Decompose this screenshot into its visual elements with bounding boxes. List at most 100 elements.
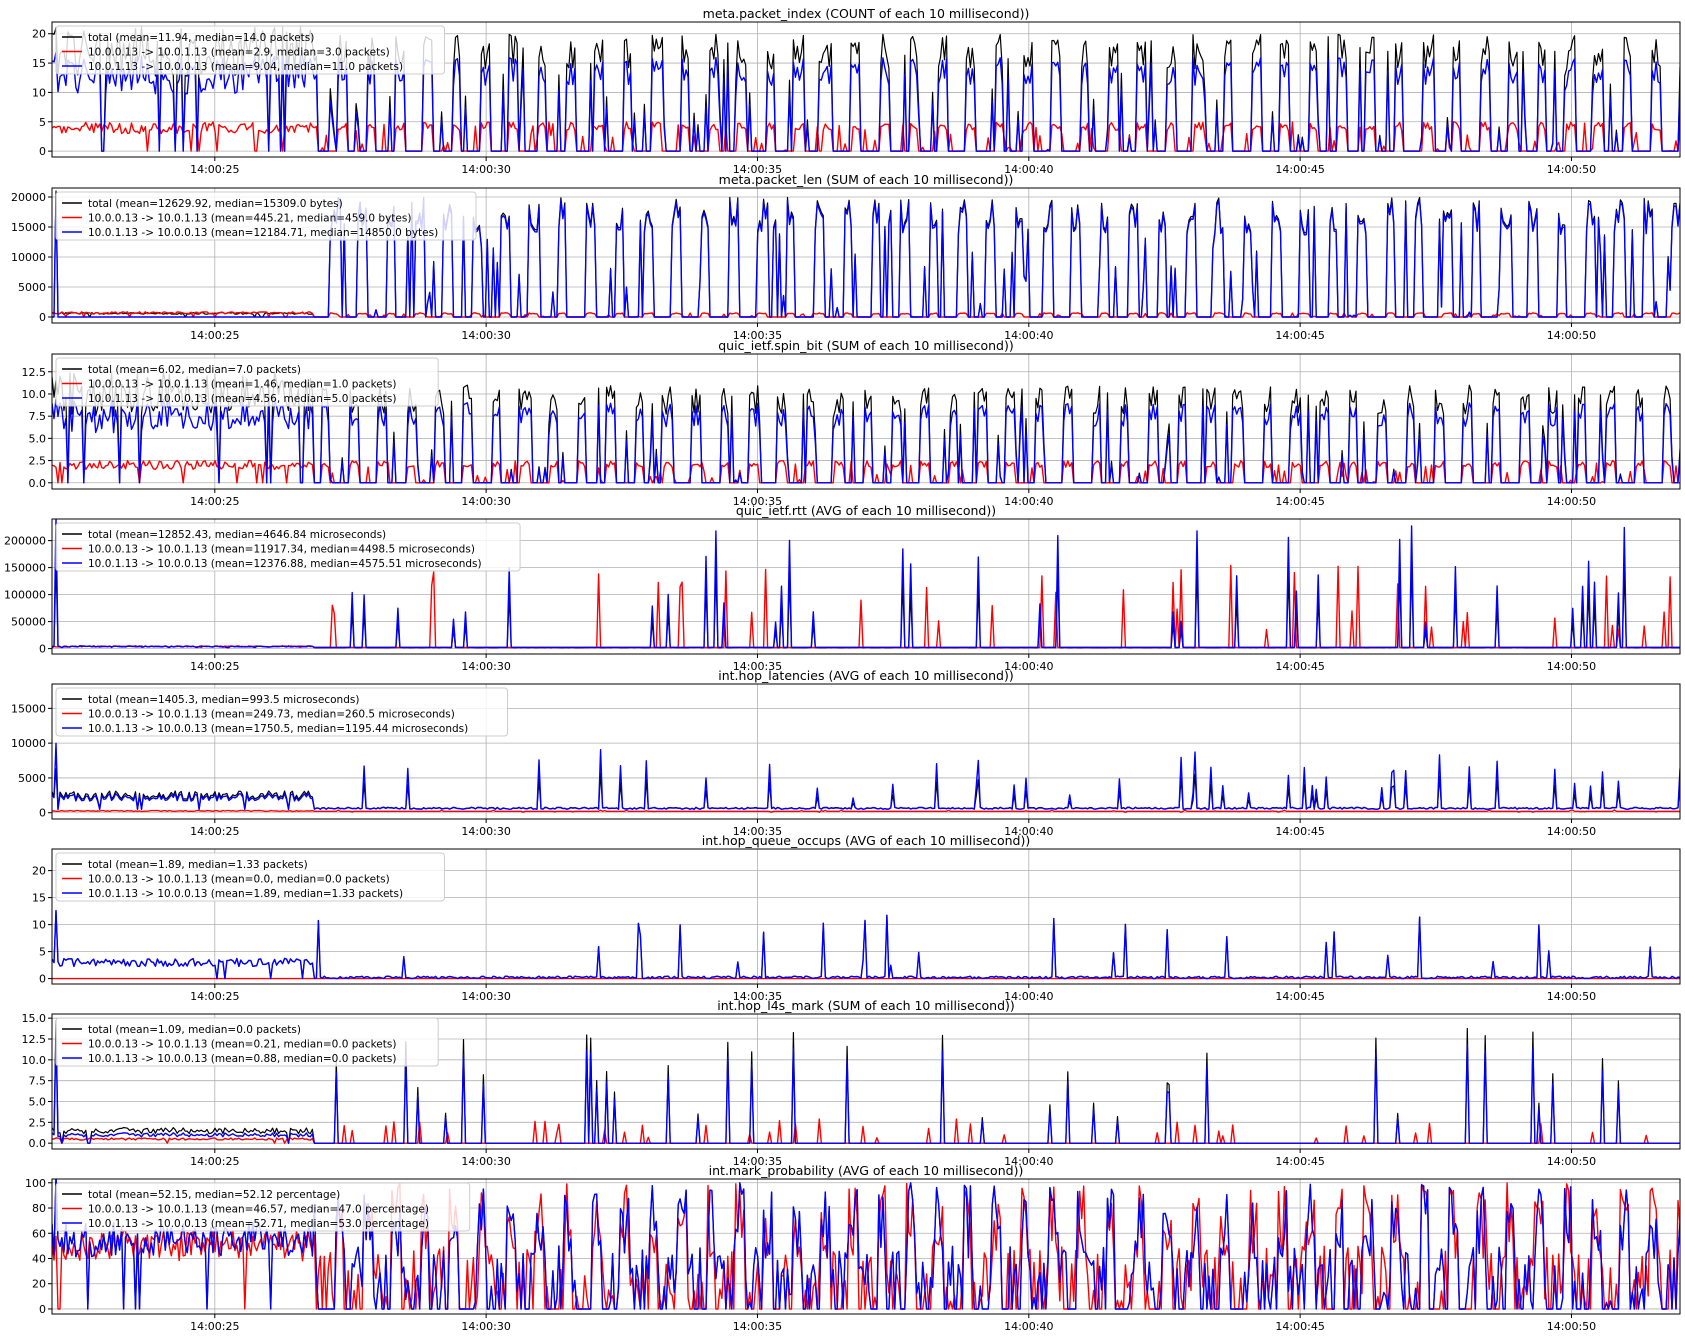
x-tick-label: 14:00:30 — [461, 329, 510, 342]
axes-frame — [51, 21, 1681, 158]
x-tick-label: 14:00:30 — [461, 1155, 510, 1168]
y-tick-label: 15 — [32, 892, 46, 905]
y-tick-label: 2.5 — [29, 455, 47, 468]
x-tick-label: 14:00:50 — [1547, 329, 1596, 342]
y-tick-label: 12.5 — [22, 366, 47, 379]
series-line-2 — [52, 398, 1680, 484]
legend-entry: 10.0.1.13 -> 10.0.0.13 (mean=12184.71, m… — [88, 227, 438, 239]
y-tick-label: 7.5 — [29, 410, 47, 423]
x-tick-label: 14:00:30 — [461, 163, 510, 176]
x-tick-label: 14:00:35 — [733, 1155, 782, 1168]
y-tick-label: 0 — [39, 973, 46, 986]
y-tick-label: 2.5 — [29, 1116, 47, 1129]
chart-panel-7: int.mark_probability (AVG of each 10 mil… — [25, 1163, 1681, 1333]
x-tick-label: 14:00:40 — [1004, 825, 1053, 838]
y-tick-label: 50000 — [11, 616, 46, 629]
x-tick-label: 14:00:40 — [1004, 1320, 1053, 1333]
legend-entry: 10.0.1.13 -> 10.0.0.13 (mean=1.89, media… — [88, 888, 403, 900]
legend: total (mean=12852.43, median=4646.84 mic… — [55, 522, 521, 572]
legend: total (mean=1.09, median=0.0 packets) 10.… — [55, 1017, 439, 1067]
y-tick-label: 15000 — [11, 221, 46, 234]
legend: total (mean=11.94, median=14.0 packets) 1… — [55, 25, 445, 75]
legend: total (mean=12629.92, median=15309.0 byt… — [55, 191, 477, 241]
x-tick-label: 14:00:30 — [461, 990, 510, 1003]
x-tick-label: 14:00:25 — [190, 495, 239, 508]
chart-title: int.hop_queue_occups (AVG of each 10 mil… — [702, 833, 1030, 848]
x-tick-label: 14:00:50 — [1547, 825, 1596, 838]
y-tick-label: 15 — [32, 57, 46, 70]
legend-entry: 10.0.1.13 -> 10.0.0.13 (mean=1750.5, med… — [88, 723, 468, 735]
chart-panel-4: int.hop_latencies (AVG of each 10 millis… — [11, 668, 1681, 838]
series-line-1 — [52, 459, 1680, 484]
legend-entry: 10.0.1.13 -> 10.0.0.13 (mean=12376.88, m… — [88, 558, 482, 570]
y-tick-label: 5 — [39, 946, 46, 959]
axes-frame — [51, 187, 1681, 324]
legend-box — [55, 1182, 471, 1232]
axes-frame — [51, 518, 1681, 655]
legend: total (mean=6.02, median=7.0 packets) 10.… — [55, 357, 439, 407]
y-tick-label: 0 — [39, 807, 46, 820]
x-tick-label: 14:00:25 — [190, 660, 239, 673]
y-tick-label: 10000 — [11, 251, 46, 264]
x-tick-label: 14:00:30 — [461, 1320, 510, 1333]
x-tick-label: 14:00:25 — [190, 1155, 239, 1168]
legend-entry: 10.0.0.13 -> 10.0.1.13 (mean=249.73, med… — [88, 709, 455, 721]
y-tick-label: 10.0 — [22, 388, 47, 401]
y-tick-label: 5 — [39, 116, 46, 129]
series-line-0 — [52, 768, 1680, 810]
series-line-2 — [52, 742, 1680, 810]
x-tick-label: 14:00:45 — [1275, 163, 1324, 176]
x-tick-label: 14:00:40 — [1004, 329, 1053, 342]
x-tick-label: 14:00:45 — [1275, 660, 1324, 673]
y-tick-label: 100000 — [4, 589, 46, 602]
x-tick-label: 14:00:45 — [1275, 825, 1324, 838]
y-tick-label: 60 — [32, 1227, 46, 1240]
legend-box — [55, 522, 521, 572]
x-tick-label: 14:00:50 — [1547, 1320, 1596, 1333]
x-tick-label: 14:00:50 — [1547, 1155, 1596, 1168]
series-line-2 — [52, 909, 1680, 980]
x-tick-label: 14:00:30 — [461, 660, 510, 673]
y-tick-label: 0 — [39, 311, 46, 324]
chart-title: meta.packet_len (SUM of each 10 millisec… — [719, 172, 1014, 187]
x-tick-label: 14:00:35 — [733, 990, 782, 1003]
y-tick-label: 0 — [39, 643, 46, 656]
x-tick-label: 14:00:40 — [1004, 163, 1053, 176]
legend-entry: total (mean=12629.92, median=15309.0 byt… — [88, 198, 343, 210]
x-tick-label: 14:00:35 — [733, 660, 782, 673]
x-tick-label: 14:00:50 — [1547, 495, 1596, 508]
chart-panel-0: meta.packet_index (COUNT of each 10 mill… — [32, 6, 1681, 176]
chart-title: int.hop_l4s_mark (SUM of each 10 millise… — [717, 998, 1015, 1013]
y-tick-label: 15.0 — [22, 1012, 47, 1025]
x-tick-label: 14:00:45 — [1275, 1320, 1324, 1333]
legend-entry: 10.0.1.13 -> 10.0.0.13 (mean=4.56, media… — [88, 393, 396, 405]
axes-frame — [51, 683, 1681, 820]
x-tick-label: 14:00:40 — [1004, 1155, 1053, 1168]
legend-entry: total (mean=11.94, median=14.0 packets) — [88, 32, 314, 44]
x-tick-label: 14:00:45 — [1275, 329, 1324, 342]
legend-entry: 10.0.0.13 -> 10.0.1.13 (mean=46.57, medi… — [88, 1204, 429, 1216]
x-tick-label: 14:00:45 — [1275, 990, 1324, 1003]
x-tick-label: 14:00:40 — [1004, 495, 1053, 508]
y-tick-label: 10 — [32, 86, 46, 99]
x-tick-label: 14:00:40 — [1004, 990, 1053, 1003]
y-tick-label: 0.0 — [29, 477, 47, 490]
axes-frame — [51, 1013, 1681, 1150]
x-tick-label: 14:00:50 — [1547, 163, 1596, 176]
series-line-1 — [52, 809, 1680, 813]
y-tick-label: 7.5 — [29, 1075, 47, 1088]
y-tick-label: 15000 — [11, 702, 46, 715]
y-tick-label: 20 — [32, 1278, 46, 1291]
x-tick-label: 14:00:30 — [461, 825, 510, 838]
chart-title: quic_ietf.spin_bit (SUM of each 10 milli… — [718, 338, 1014, 353]
legend-box — [55, 25, 445, 75]
legend: total (mean=52.15, median=52.12 percenta… — [55, 1182, 471, 1232]
legend-entry: total (mean=6.02, median=7.0 packets) — [88, 364, 301, 376]
series-line-2 — [52, 193, 1680, 318]
x-tick-label: 14:00:25 — [190, 329, 239, 342]
y-tick-label: 5000 — [18, 281, 46, 294]
x-tick-label: 14:00:25 — [190, 163, 239, 176]
legend-entry: 10.0.0.13 -> 10.0.1.13 (mean=11917.34, m… — [88, 544, 475, 556]
legend-entry: 10.0.1.13 -> 10.0.0.13 (mean=0.88, media… — [88, 1053, 396, 1065]
y-tick-label: 5000 — [18, 772, 46, 785]
